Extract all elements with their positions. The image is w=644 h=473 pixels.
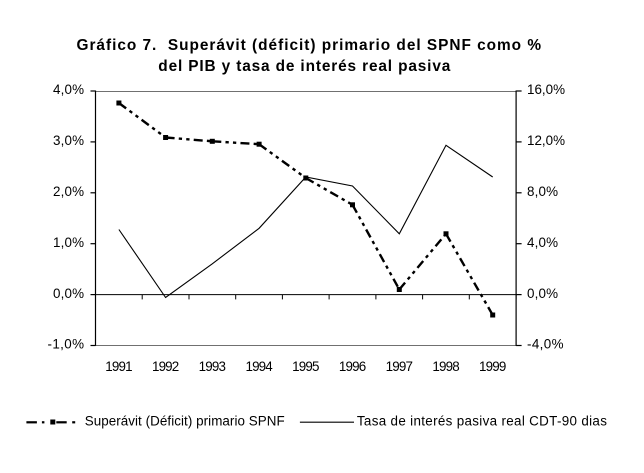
svg-text:1999: 1999 bbox=[479, 359, 506, 374]
svg-text:1997: 1997 bbox=[386, 359, 413, 374]
svg-text:1,0%: 1,0% bbox=[53, 235, 84, 250]
svg-text:Tasa de interés pasiva real CD: Tasa de interés pasiva real CDT-90 dias bbox=[357, 414, 607, 429]
svg-text:4,0%: 4,0% bbox=[53, 82, 84, 97]
svg-text:-4,0%: -4,0% bbox=[527, 337, 564, 352]
svg-text:4,0%: 4,0% bbox=[527, 235, 558, 250]
svg-text:2,0%: 2,0% bbox=[53, 184, 84, 199]
svg-text:1992: 1992 bbox=[152, 359, 179, 374]
svg-text:3,0%: 3,0% bbox=[53, 133, 84, 148]
svg-text:Superávit (Déficit) primario S: Superávit (Déficit) primario SPNF bbox=[85, 414, 285, 429]
svg-text:Gráfico 7. Superávit (déficit: Gráfico 7. Superávit (déficit) primario … bbox=[77, 37, 542, 54]
svg-text:1998: 1998 bbox=[432, 359, 459, 374]
svg-text:1993: 1993 bbox=[199, 359, 226, 374]
svg-text:del PIB y tasa de interés real: del PIB y tasa de interés real pasiva bbox=[158, 58, 450, 75]
svg-text:0,0%: 0,0% bbox=[527, 286, 558, 301]
svg-text:1994: 1994 bbox=[245, 359, 273, 374]
svg-text:1991: 1991 bbox=[105, 359, 132, 374]
svg-text:16,0%: 16,0% bbox=[527, 82, 565, 97]
svg-text:0,0%: 0,0% bbox=[53, 286, 84, 301]
svg-text:1995: 1995 bbox=[292, 359, 319, 374]
svg-text:-1,0%: -1,0% bbox=[48, 337, 85, 352]
svg-text:1996: 1996 bbox=[339, 359, 366, 374]
svg-text:8,0%: 8,0% bbox=[527, 184, 558, 199]
svg-text:12,0%: 12,0% bbox=[527, 133, 565, 148]
